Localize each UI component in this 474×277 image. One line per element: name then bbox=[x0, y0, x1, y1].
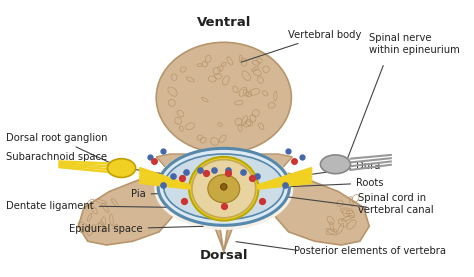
Ellipse shape bbox=[208, 175, 240, 203]
Text: Dura: Dura bbox=[292, 161, 381, 177]
Text: Dorsal: Dorsal bbox=[200, 249, 248, 262]
Ellipse shape bbox=[156, 42, 292, 153]
Text: Dentate ligament: Dentate ligament bbox=[6, 201, 179, 211]
Ellipse shape bbox=[189, 157, 258, 220]
Polygon shape bbox=[78, 173, 180, 245]
Ellipse shape bbox=[192, 160, 255, 218]
Ellipse shape bbox=[158, 148, 290, 225]
Text: Ventral: Ventral bbox=[197, 16, 251, 29]
Text: Roots: Roots bbox=[289, 178, 383, 188]
Ellipse shape bbox=[108, 159, 136, 178]
Text: Pia: Pia bbox=[131, 189, 191, 199]
Polygon shape bbox=[156, 154, 292, 173]
Text: Spinal cord in
vertebral canal: Spinal cord in vertebral canal bbox=[358, 193, 434, 214]
Text: Spinal nerve
within epineurium: Spinal nerve within epineurium bbox=[369, 34, 460, 55]
Ellipse shape bbox=[155, 147, 293, 230]
Polygon shape bbox=[199, 204, 249, 253]
Text: Vertebral body: Vertebral body bbox=[241, 30, 361, 62]
Circle shape bbox=[220, 184, 227, 190]
Text: Dorsal root ganglion: Dorsal root ganglion bbox=[6, 133, 119, 167]
Text: Posterior elements of vertebra: Posterior elements of vertebra bbox=[294, 246, 446, 256]
Text: Epidural space: Epidural space bbox=[69, 224, 203, 234]
Text: Subarachnoid space: Subarachnoid space bbox=[6, 152, 170, 175]
Polygon shape bbox=[268, 173, 369, 245]
Ellipse shape bbox=[164, 154, 284, 220]
Ellipse shape bbox=[320, 155, 350, 174]
